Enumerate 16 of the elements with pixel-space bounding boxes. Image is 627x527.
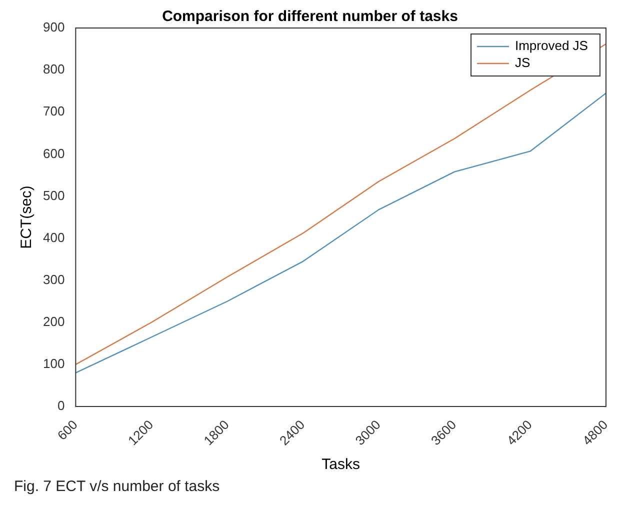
- y-tick-label: 400: [42, 230, 65, 245]
- caption: Fig. 7 ECT v/s number of tasks: [14, 478, 221, 495]
- chart-title: Comparison for different number of tasks: [162, 8, 458, 26]
- y-tick-label: 200: [42, 314, 65, 329]
- y-tick-label: 700: [42, 104, 65, 119]
- y-tick-label: 100: [42, 356, 65, 372]
- y-tick-label: 800: [42, 62, 65, 77]
- y-tick-label: 900: [42, 20, 65, 35]
- x-axis-title: Tasks: [322, 456, 360, 474]
- y-tick-label: 500: [42, 188, 65, 203]
- legend-label: JS: [514, 55, 530, 70]
- y-axis-title: ECT(sec): [18, 186, 36, 249]
- y-tick-label: 600: [42, 146, 65, 161]
- y-tick-label: 0: [57, 398, 65, 414]
- y-tick-label: 300: [42, 272, 65, 287]
- legend-label: Improved JS: [514, 38, 588, 54]
